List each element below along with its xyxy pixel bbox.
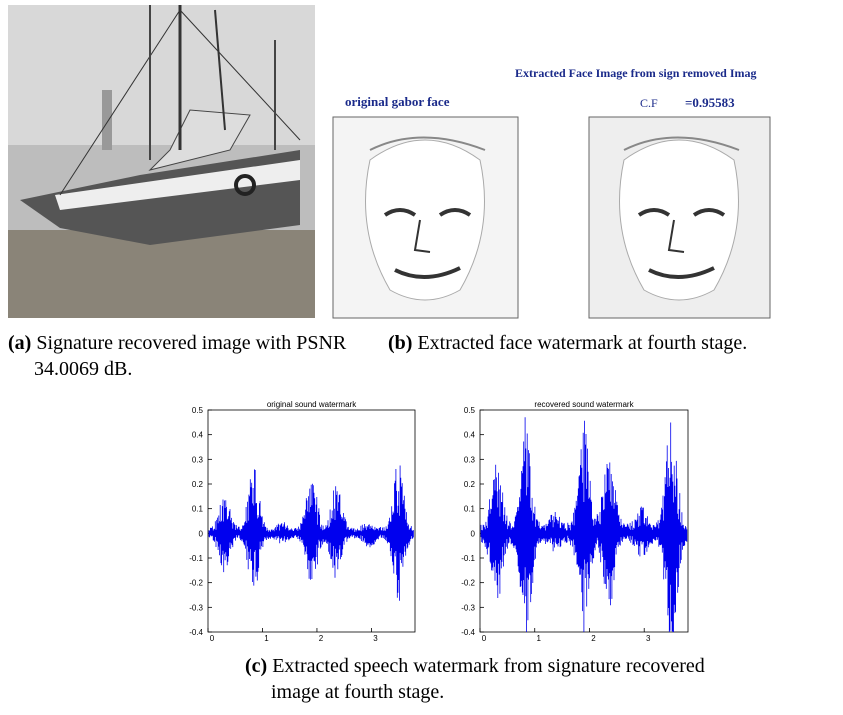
face-header: Extracted Face Image from sign removed I…	[515, 66, 757, 80]
x-tick-label: 2	[591, 634, 596, 643]
x-tick-label: 0	[482, 634, 487, 643]
plot-title: original sound watermark	[267, 400, 357, 409]
plot-title: recovered sound watermark	[534, 400, 634, 409]
caption-text: Extracted face watermark at fourth stage…	[417, 332, 747, 354]
x-tick-label: 3	[373, 634, 378, 643]
cf-value: =0.95583	[685, 95, 735, 110]
y-tick-label: 0.2	[192, 480, 204, 489]
page: Extracted Face Image from sign removed I…	[0, 0, 843, 715]
caption-b: (b) Extracted face watermark at fourth s…	[388, 330, 834, 356]
y-tick-label: -0.2	[461, 579, 475, 588]
x-tick-label: 0	[210, 634, 215, 643]
y-tick-label: 0.2	[464, 480, 476, 489]
caption-label: (c)	[245, 655, 267, 677]
caption-label: (b)	[388, 332, 412, 354]
sound-plots: original sound watermark 0.5 0.4 0.3 0.2 0.1 0…	[189, 400, 688, 643]
caption-c: (c) Extracted speech watermark from sign…	[245, 653, 721, 705]
y-tick-label: 0.3	[464, 455, 476, 464]
face-images	[333, 117, 770, 318]
y-tick-label: 0.5	[464, 406, 476, 415]
y-tick-label: -0.3	[189, 603, 203, 612]
y-tick-label: 0	[199, 529, 204, 538]
y-tick-label: -0.1	[461, 554, 475, 563]
y-tick-label: 0.1	[464, 505, 476, 514]
caption-label: (a)	[8, 332, 31, 354]
caption-a: (a) Signature recovered image with PSNR …	[8, 330, 364, 382]
y-tick-label: 0.4	[192, 431, 204, 440]
y-tick-label: 0.3	[192, 455, 204, 464]
y-tick-label: -0.3	[461, 603, 475, 612]
y-tick-label: -0.4	[461, 628, 475, 637]
y-tick-label: 0.5	[192, 406, 204, 415]
x-tick-label: 3	[646, 634, 651, 643]
y-tick-label: -0.4	[189, 628, 203, 637]
cf-label: C.F	[640, 96, 658, 110]
x-tick-label: 1	[537, 634, 542, 643]
caption-text: Extracted speech watermark from signatur…	[271, 655, 705, 703]
x-tick-label: 2	[319, 634, 324, 643]
y-tick-label: 0.4	[464, 431, 476, 440]
y-tick-label: -0.1	[189, 554, 203, 563]
y-tick-label: 0	[471, 529, 476, 538]
left-face-title: original gabor face	[345, 94, 450, 109]
caption-text: Signature recovered image with PSNR 34.0…	[34, 332, 346, 380]
x-tick-label: 1	[264, 634, 269, 643]
y-tick-label: 0.1	[192, 505, 204, 514]
boat-photo	[8, 5, 315, 318]
y-tick-label: -0.2	[189, 579, 203, 588]
